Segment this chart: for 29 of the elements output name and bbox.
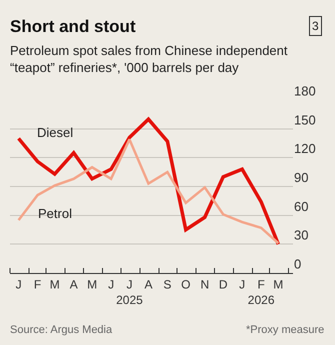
- x-tick-label: S: [163, 278, 172, 292]
- x-tick-label: F: [34, 278, 42, 292]
- series-label: Diesel: [37, 125, 74, 140]
- x-tick-label: A: [70, 278, 78, 292]
- x-tick-label: F 2026: [248, 278, 275, 308]
- source-note: Source: Argus Media: [10, 324, 113, 336]
- text: *Proxy measure: [246, 324, 324, 336]
- chart-subtitle: Petroleum spot sales from Chinese independent “teapot” refineries*, '000 barrels per day: [10, 43, 288, 75]
- y-tick-label: 150: [294, 112, 316, 128]
- x-tick-label: J: [108, 278, 114, 292]
- chart-title: Short and stout: [10, 17, 136, 36]
- x-tick-label: M: [273, 278, 284, 292]
- x-tick-label: N: [200, 278, 210, 292]
- y-tick-label: 180: [294, 83, 316, 98]
- x-tick-label: A: [144, 278, 152, 292]
- y-tick-label: 90: [294, 170, 308, 185]
- x-tick-label: J 2025: [116, 278, 144, 308]
- y-tick-label: 120: [294, 141, 316, 156]
- text: 3: [312, 19, 319, 33]
- x-tick-label: M: [50, 278, 60, 292]
- x-tick-label: M: [87, 278, 98, 292]
- y-tick-label: 0: [294, 256, 302, 272]
- series-label: Petrol: [38, 206, 72, 221]
- x-tick-label: J: [16, 278, 22, 292]
- y-tick-label: 60: [294, 198, 308, 214]
- x-tick-label: O: [181, 278, 190, 292]
- x-tick-label: J: [239, 278, 246, 292]
- x-tick-label: D: [218, 278, 228, 292]
- y-tick-label: 30: [294, 228, 308, 243]
